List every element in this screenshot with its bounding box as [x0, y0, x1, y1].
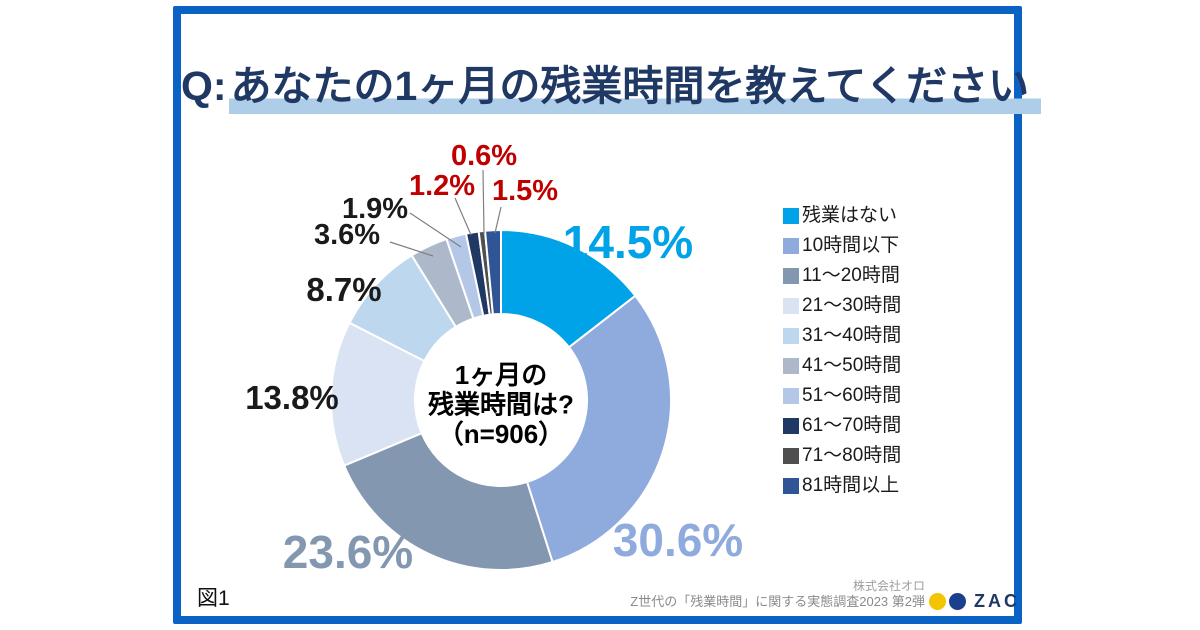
- legend-label: 61～70時間: [802, 415, 902, 436]
- logo-blue-dot-icon: [949, 592, 966, 610]
- legend-label: 10時間以下: [802, 235, 900, 256]
- legend-item-7: 61～70時間: [783, 416, 901, 435]
- footer-company: 株式会社オロ: [852, 579, 925, 593]
- title-prefix: Q:: [181, 63, 227, 109]
- legend-swatch-icon: [783, 387, 799, 404]
- legend-item-0: 残業はない: [783, 206, 901, 225]
- legend-label: 11～20時間: [802, 265, 900, 286]
- legend-item-6: 51～60時間: [783, 386, 901, 405]
- legend-label: 81時間以上: [802, 475, 900, 496]
- footer-survey-title: Z世代の「残業時間」に関する実態調査2023 第2弾: [630, 594, 925, 609]
- legend-label: 31～40時間: [802, 325, 902, 346]
- legend-swatch-icon: [783, 297, 799, 314]
- footer-credit: 株式会社オロ Z世代の「残業時間」に関する実態調査2023 第2弾: [630, 579, 925, 610]
- legend-item-9: 81時間以上: [783, 476, 901, 495]
- legend-swatch-icon: [783, 357, 799, 374]
- legend-swatch-icon: [783, 477, 799, 494]
- legend-label: 41～50時間: [802, 355, 902, 376]
- legend-swatch-icon: [783, 327, 799, 344]
- title-text: あなたの1ヶ月の残業時間を教えてください: [228, 63, 1042, 114]
- legend-item-2: 11～20時間: [783, 266, 901, 285]
- legend-item-5: 41～50時間: [783, 356, 901, 375]
- legend-item-4: 31～40時間: [783, 326, 901, 345]
- legend-item-3: 21～30時間: [783, 296, 901, 315]
- legend-swatch-icon: [783, 207, 799, 224]
- logo-text: ZAC: [974, 591, 1020, 611]
- zac-logo: ZAC: [929, 592, 1020, 610]
- legend-item-1: 10時間以下: [783, 236, 901, 255]
- legend-swatch-icon: [783, 237, 799, 254]
- legend-swatch-icon: [783, 267, 799, 284]
- figure-label: 図1: [197, 587, 230, 610]
- logo-yellow-dot-icon: [929, 592, 946, 610]
- legend-label: 51～60時間: [802, 385, 902, 406]
- legend-label: 残業はない: [802, 205, 898, 226]
- legend-swatch-icon: [783, 447, 799, 464]
- legend-swatch-icon: [783, 417, 799, 434]
- chart-title: Q:あなたの1ヶ月の残業時間を教えてください: [181, 52, 1042, 114]
- legend-label: 71～80時間: [802, 445, 902, 466]
- legend-label: 21～30時間: [802, 295, 902, 316]
- chart-legend: 残業はない 10時間以下 11～20時間 21～30時間 31～40時間 41～50時間 5…: [783, 206, 901, 506]
- legend-item-8: 71～80時間: [783, 446, 901, 465]
